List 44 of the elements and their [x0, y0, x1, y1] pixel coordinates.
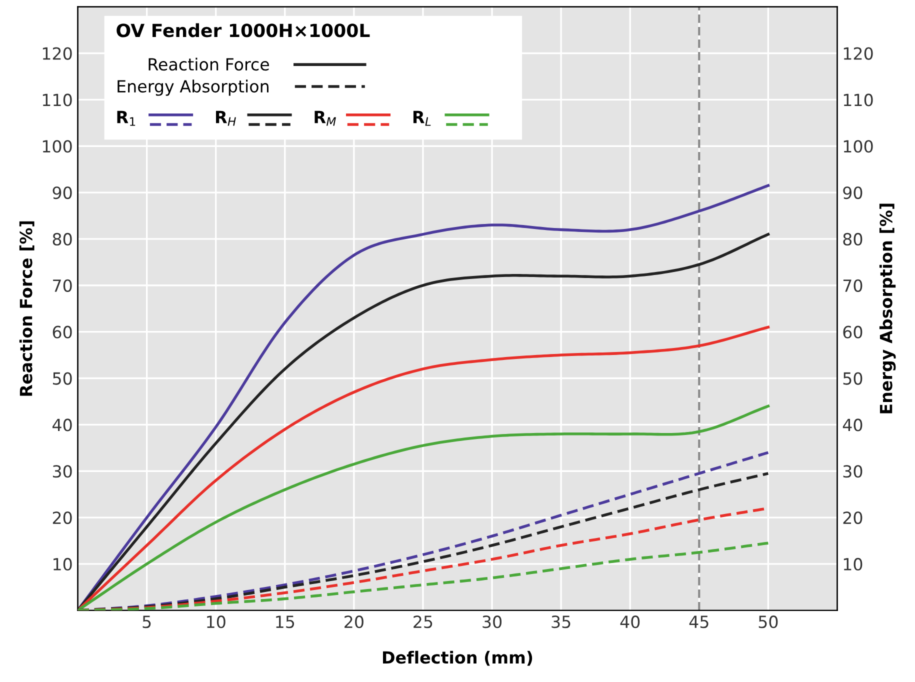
y2-tick-label: 90	[843, 186, 862, 200]
y2-tick-label: 60	[843, 326, 862, 338]
y-tick-label: 60	[52, 326, 72, 338]
y-axis-title: Reaction Force [%]	[19, 221, 34, 396]
y-tick-label: 10	[54, 558, 72, 571]
y2-tick-label: 10	[844, 558, 862, 571]
legend-label: R$_{L}$	[413, 110, 431, 126]
y-tick-label: 80	[52, 232, 72, 246]
x-tick-label: 10	[207, 616, 226, 628]
y2-tick-label: 50	[843, 372, 862, 385]
y-tick-label: 120	[42, 47, 72, 60]
y-tick-label: 100	[42, 140, 72, 153]
x-tick-label: 40	[620, 616, 640, 628]
y2-tick-label: 110	[844, 94, 873, 106]
legend-label: R$_{1}$	[117, 110, 136, 126]
x-tick-label: 15	[276, 616, 294, 628]
y2-tick-label: 70	[843, 279, 862, 292]
text: OV Fender 1000H×1000L	[116, 23, 370, 38]
x-tick-label: 5	[142, 616, 151, 628]
annotation: Reaction Force	[148, 58, 270, 71]
y2-tick-label: 80	[843, 232, 862, 246]
y-tick-label: 40	[52, 418, 72, 432]
y2-tick-label: 120	[844, 47, 873, 60]
y-tick-label: 50	[52, 372, 72, 385]
x-axis-title: Deflection (mm)	[383, 650, 532, 666]
legend-label: R$_{M}$	[314, 110, 336, 126]
y-tick-label: 110	[42, 94, 72, 106]
y-tick-label: 20	[52, 511, 72, 524]
x-tick-label: 35	[552, 616, 570, 628]
legend-label: R$_{H}$	[216, 110, 236, 126]
annotation: Energy Absorption	[118, 80, 268, 96]
y2-tick-label: 100	[844, 140, 873, 153]
y2-tick-label: 40	[842, 418, 862, 432]
y2-tick-label: 20	[843, 511, 862, 524]
y2-tick-label: 30	[843, 465, 862, 478]
y2-axis-title: Energy Absorption [%]	[879, 204, 896, 414]
y-tick-label: 30	[52, 465, 72, 478]
x-tick-label: 45	[689, 616, 708, 628]
x-tick-label: 50	[758, 616, 778, 628]
y-tick-label: 90	[52, 186, 72, 200]
x-tick-label: 30	[482, 616, 502, 628]
y-tick-label: 70	[53, 279, 72, 292]
x-tick-label: 20	[344, 616, 364, 628]
x-tick-label: 25	[414, 616, 432, 628]
